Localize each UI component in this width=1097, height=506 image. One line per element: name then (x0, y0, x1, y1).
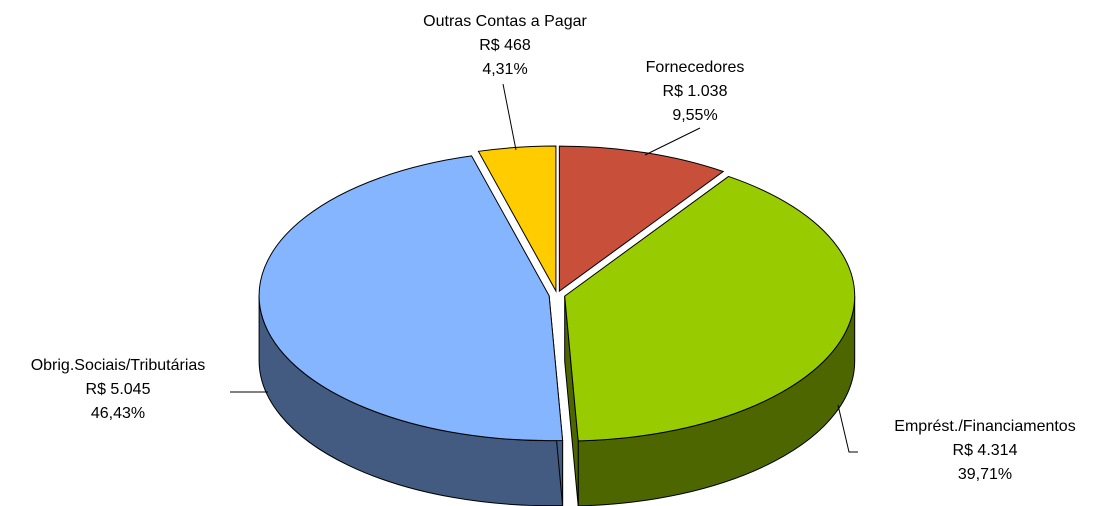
slice-percent: 9,55% (672, 107, 717, 124)
slice-value: R$ 1.038 (663, 83, 728, 100)
slice-percent: 4,31% (482, 61, 527, 78)
slice-label: Outras Contas a Pagar (423, 13, 587, 30)
slice-label: Fornecedores (646, 59, 745, 76)
slice-percent: 39,71% (958, 466, 1012, 483)
slice-label: Emprést./Financiamentos (894, 418, 1075, 435)
leader-line (837, 404, 858, 453)
leader-line (644, 127, 701, 156)
slice (477, 145, 557, 293)
labels: Outras Contas a Pagar R$ 468 4,31% Forne… (31, 13, 1076, 483)
slice (258, 155, 564, 442)
pie (258, 145, 856, 506)
slice-value: R$ 5.045 (86, 381, 151, 398)
slice (558, 145, 725, 293)
slice-value: R$ 4.314 (953, 442, 1018, 459)
slice-label: Obrig.Sociais/Tributárias (31, 357, 206, 374)
slice (564, 175, 856, 442)
slice-percent: 46,43% (91, 405, 145, 422)
slice-value: R$ 468 (479, 37, 531, 54)
leader-line (502, 83, 517, 151)
